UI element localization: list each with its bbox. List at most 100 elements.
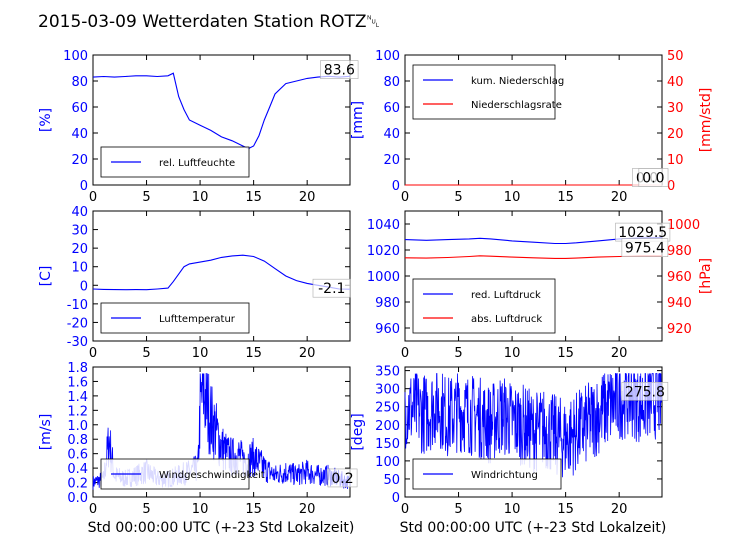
y-tick-label: -20 (67, 316, 88, 331)
y-tick-label: 60 (71, 101, 88, 116)
y-tick-label: 60 (383, 101, 400, 116)
value-annotation-box (312, 278, 351, 298)
x-axis-label-right: Std 00:00:00 UTC (+-23 Std Lokalzeit) (400, 520, 667, 536)
panel-wind_direction: 0 5 10 15 20050100150200250300350[deg]Windri… (350, 365, 669, 517)
y-right-axis-label: [hPa] (698, 258, 714, 294)
y-tick-label: 200 (375, 419, 400, 434)
y-tick-label: 0 (80, 279, 88, 294)
x-tick-label: 0 (89, 190, 97, 205)
y-tick-label: 100 (375, 49, 400, 64)
x-tick-label: 0 (89, 502, 97, 517)
x-tick-label: 0 (401, 190, 409, 205)
legend: rel. Luftfeuchte (100, 146, 250, 178)
x-tick-label: 10 (192, 190, 209, 205)
y-right-tick-label: 30 (667, 101, 684, 116)
y-tick-label: 0.0 (67, 491, 88, 506)
y-tick-label: 1000 (367, 270, 400, 285)
x-tick-label: 0 (89, 346, 97, 361)
legend-box (412, 64, 556, 120)
x-tick-label: 20 (299, 346, 316, 361)
x-tick-label: 10 (192, 502, 209, 517)
legend: Windgeschwindigkeit (100, 458, 265, 490)
y-tick-label: 80 (383, 75, 400, 90)
value-annotation: 975.4 (625, 241, 665, 257)
y-tick-label: 40 (383, 127, 400, 142)
y-tick-label: 1020 (367, 244, 400, 259)
y-right-tick-label: 920 (667, 322, 692, 337)
y-axis-label: [m/s] (38, 414, 54, 451)
series-line-windrichtung (404, 373, 663, 478)
legend-entry: Windgeschwindigkeit (159, 470, 265, 481)
y-right-tick-label: 980 (667, 244, 692, 259)
y-tick-label: 0 (392, 491, 400, 506)
legend: red. Luftdruck abs. Luftdruck (412, 278, 556, 334)
value-annotation-box (621, 381, 669, 401)
value-annotation: 83.6 (324, 63, 355, 79)
y-tick-label: 0.4 (67, 462, 88, 477)
value-annotation-box (320, 60, 359, 79)
y-right-tick-label: 940 (667, 296, 692, 311)
plot-frame (92, 210, 351, 342)
panel-humidity: 0 5 10 15 20 0 20 40 60 80 100 [%] rel. Luftfeuchte 8… (38, 49, 359, 205)
y-tick-label: 20 (71, 153, 88, 168)
x-tick-label: 20 (299, 502, 316, 517)
y-tick-label: 100 (375, 455, 400, 470)
x-tick-label: 15 (245, 190, 262, 205)
y-tick-label: 350 (375, 365, 400, 380)
x-tick-label: 10 (504, 346, 521, 361)
y-tick-label: 0.2 (67, 477, 88, 492)
y-tick-label: 0.6 (67, 448, 88, 463)
y-tick-label: 100 (63, 49, 88, 64)
y-tick-label: 0 (80, 179, 88, 194)
value-annotation: 1029.5 (618, 225, 667, 241)
panel-precipitation: 0 5 10 15 20 0 20 40 60 80 100 0 10 20 30 40 50 [mm] [mm/s… (350, 49, 714, 205)
y-tick-label: 980 (375, 296, 400, 311)
legend-entry: red. Luftdruck (471, 290, 541, 301)
legend-entry: rel. Luftfeuchte (159, 158, 235, 169)
legend: Lufttemperatur (100, 302, 250, 334)
value-annotation-box (621, 238, 669, 257)
y-tick-label: -10 (67, 298, 88, 313)
legend-entry: Niederschlagsrate (471, 100, 562, 111)
y-tick-label: 50 (383, 473, 400, 488)
y-right-tick-label: 10 (667, 153, 684, 168)
legend: Windrichtung (412, 458, 562, 490)
x-tick-label: 5 (454, 502, 462, 517)
value-annotation-box (638, 168, 669, 187)
x-tick-label: 5 (454, 190, 462, 205)
y-tick-label: 960 (375, 322, 400, 337)
y-tick-label: 30 (71, 224, 88, 239)
series-line-red-luftdruck (404, 237, 663, 245)
x-tick-label: 15 (245, 502, 262, 517)
plot-frame (92, 366, 351, 498)
y-tick-label: 20 (383, 153, 400, 168)
value-annotation: 0.0 (642, 171, 664, 187)
y-axis-label: [mm] (350, 101, 366, 139)
y-tick-label: 1040 (367, 218, 400, 233)
x-tick-label: 20 (611, 502, 628, 517)
y-tick-label: 0.8 (67, 433, 88, 448)
panel-temperature: 0 5 10 15 20 -30 -20 -10 0 10 20 30 40 [C] Lufttempera… (38, 205, 351, 361)
x-tick-label: 15 (557, 190, 574, 205)
y-right-tick-label: 20 (667, 127, 684, 142)
figure-title: 2015-03-09 Wetterdaten Station ROTZ␀ (38, 12, 380, 32)
x-tick-label: 10 (504, 502, 521, 517)
y-right-tick-label: 960 (667, 270, 692, 285)
value-annotation: 275.8 (625, 384, 665, 400)
value-annotation: -2.1 (318, 281, 345, 297)
y-right-tick-label: 0 (667, 179, 675, 194)
legend-entry: Lufttemperatur (159, 314, 236, 325)
y-axis-label: [deg] (350, 413, 366, 450)
x-tick-label: 5 (142, 502, 150, 517)
y-tick-label: 1.4 (67, 390, 88, 405)
legend: kum. Niederschlag Niederschlagsrate (412, 64, 564, 120)
y-axis-label: [C] (38, 266, 54, 287)
x-tick-label: 15 (557, 502, 574, 517)
value-annotation: 0.2 (331, 471, 353, 487)
series-line-rel-luftfeuchte (92, 72, 351, 150)
series-line-lufttemperatur (92, 254, 351, 291)
y-tick-label: 150 (375, 437, 400, 452)
x-tick-label: 5 (142, 346, 150, 361)
y-tick-label: 1.8 (67, 361, 88, 376)
